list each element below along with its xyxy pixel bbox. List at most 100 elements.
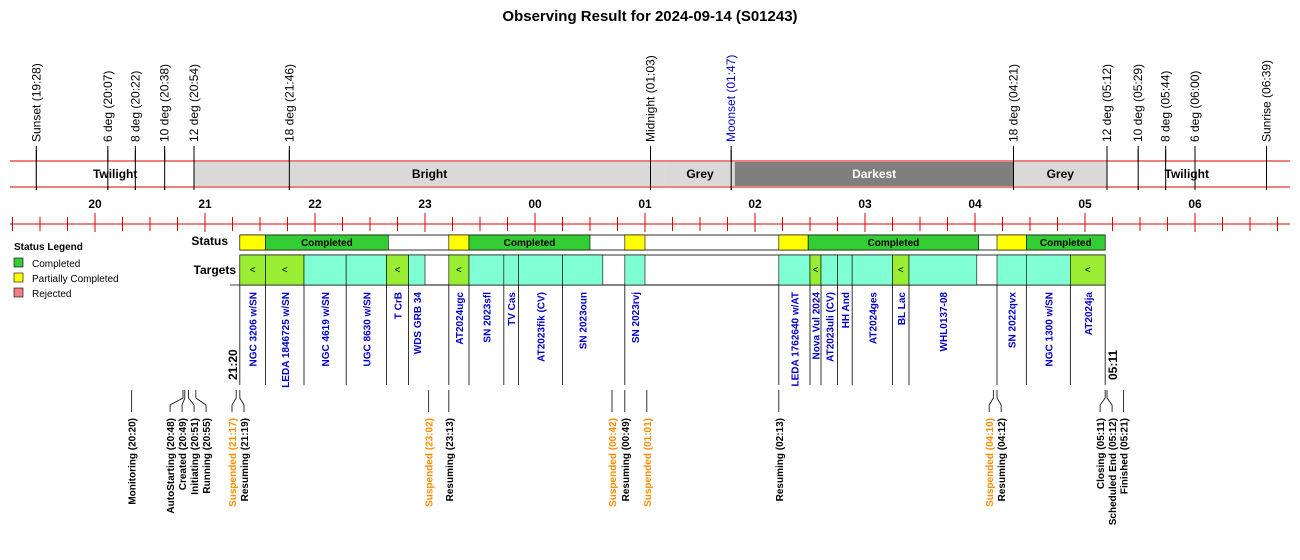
- target-name: T CrB: [394, 292, 405, 319]
- status-block-partial: [778, 234, 809, 251]
- target-name: NGC 1300 w/SN: [1044, 292, 1055, 366]
- hour-label: 02: [748, 197, 762, 211]
- log-event-label: Suspended (21:17): [228, 418, 239, 507]
- log-event-leader: [1099, 390, 1106, 412]
- sky-event-label: 6 deg (06:00): [1188, 71, 1202, 142]
- log-event-leader: [231, 390, 237, 412]
- period-label: Twilight: [93, 167, 137, 181]
- legend-item-label: Partially Completed: [32, 274, 119, 285]
- period-label: Grey: [1047, 167, 1075, 181]
- status-block-label: Completed: [504, 238, 556, 249]
- legend-swatch: [13, 257, 24, 268]
- legend-swatch: [13, 287, 24, 298]
- period-darkest: [734, 162, 1014, 186]
- sky-event-label: 12 deg (20:54): [187, 64, 201, 142]
- status-block-label: Completed: [301, 238, 353, 249]
- target-marker: <: [395, 265, 401, 276]
- sky-event-label: 8 deg (20:22): [128, 71, 142, 142]
- log-event-label: Initiating (20:51): [190, 418, 201, 495]
- target-block: [1070, 254, 1106, 286]
- target-block: [408, 254, 426, 286]
- hour-label: 03: [858, 197, 872, 211]
- target-name: HH And: [841, 292, 852, 328]
- target-block: [837, 254, 853, 286]
- sky-event-label: 8 deg (05:44): [1159, 71, 1173, 142]
- target-name: AT2024ja: [1084, 292, 1095, 336]
- target-block: [908, 254, 978, 286]
- target-name: WDS GRB 34: [413, 292, 424, 355]
- log-event-leader: [988, 390, 994, 412]
- log-event-leader: [1106, 390, 1113, 412]
- status-block-completed: [468, 234, 591, 251]
- target-name: UGC 8630 w/SN: [362, 292, 373, 366]
- status-block-completed: [1026, 234, 1106, 251]
- target-name: AT2024ges: [868, 292, 879, 345]
- status-block-completed: [807, 234, 979, 251]
- log-event-label: Suspended (04:10): [985, 418, 996, 507]
- hour-label: 01: [638, 197, 652, 211]
- status-legend: Status Legend Completed Partially Complete…: [13, 242, 119, 300]
- target-name: AT2023fik (CV): [537, 292, 548, 362]
- log-event-label: Closing (05:11): [1096, 418, 1107, 489]
- target-block: [345, 254, 387, 286]
- session-end-time: 05:11: [1106, 350, 1120, 380]
- hour-label: 04: [968, 197, 982, 211]
- hour-axis: 20 21 22 23 00 01 02 03 04 05 06: [10, 197, 1290, 232]
- sky-event-label: 18 deg (04:21): [1007, 64, 1021, 142]
- target-name: NGC 4619 w/SN: [321, 292, 332, 366]
- log-event-label: Monitoring (20:20): [128, 418, 139, 505]
- period-twilight: [1107, 162, 1267, 186]
- hour-label: 00: [528, 197, 542, 211]
- status-block-completed: [265, 234, 389, 251]
- target-block: [996, 254, 1027, 286]
- target-name: SN 2023oun: [579, 292, 590, 349]
- target-name: SN 2023sfl: [482, 292, 493, 343]
- target-marker: <: [813, 265, 819, 276]
- hour-label: 06: [1188, 197, 1202, 211]
- log-event-leader: [188, 390, 195, 412]
- target-marker: <: [250, 265, 256, 276]
- target-block: [303, 254, 347, 286]
- target-block: [778, 254, 811, 286]
- target-name: AT2023uli (CV): [825, 292, 836, 362]
- target-block: [239, 254, 266, 286]
- sky-event-label: 18 deg (21:46): [282, 64, 296, 142]
- sky-event-label: 12 deg (05:12): [1100, 64, 1114, 142]
- log-event-leader: [169, 390, 184, 412]
- target-marker: <: [1085, 265, 1091, 276]
- legend-title: Status Legend: [14, 242, 83, 253]
- legend-item-label: Completed: [32, 259, 80, 270]
- period-twilight: [36, 162, 195, 186]
- target-block: [1026, 254, 1071, 286]
- status-block-partial: [448, 234, 470, 251]
- target-name: TV Cas: [507, 292, 518, 326]
- sky-periods-bar: Twilight Bright Grey Darkest Grey Twilight: [10, 150, 1290, 190]
- log-event-leader: [181, 390, 186, 412]
- sky-event-label: Moonset (01:47): [724, 55, 738, 142]
- log-event-label: Resuming (02:13): [775, 418, 786, 501]
- log-event-label: Suspended (00:42): [608, 418, 619, 507]
- target-block: [624, 254, 646, 286]
- target-name: SN 2023rvj: [631, 292, 642, 343]
- target-block: [562, 254, 604, 286]
- hour-label: 21: [198, 197, 212, 211]
- log-event-leader: [239, 390, 245, 412]
- target-name: BL Lac: [897, 292, 908, 326]
- target-marker: <: [282, 265, 288, 276]
- period-label: Darkest: [852, 167, 896, 181]
- status-row-label: Status: [191, 234, 228, 248]
- legend-item-label: Rejected: [32, 289, 71, 300]
- session-start-time: 21:20: [226, 349, 240, 380]
- hour-label: 05: [1078, 197, 1092, 211]
- status-block-label: Completed: [868, 238, 920, 249]
- target-block: [265, 254, 305, 286]
- sky-event-label: Sunset (19:28): [29, 63, 43, 142]
- target-list: < NGC 3206 w/SN < LEDA 1846725 w/SN NGC 4619…: [226, 254, 1120, 388]
- target-block: [820, 254, 838, 286]
- target-name: SN 2022qvx: [1008, 292, 1019, 349]
- sky-event-label: Midnight (01:03): [644, 55, 658, 142]
- hour-label: 20: [88, 197, 102, 211]
- target-marker: <: [456, 265, 462, 276]
- log-event-label: Suspended (01:01): [643, 418, 654, 507]
